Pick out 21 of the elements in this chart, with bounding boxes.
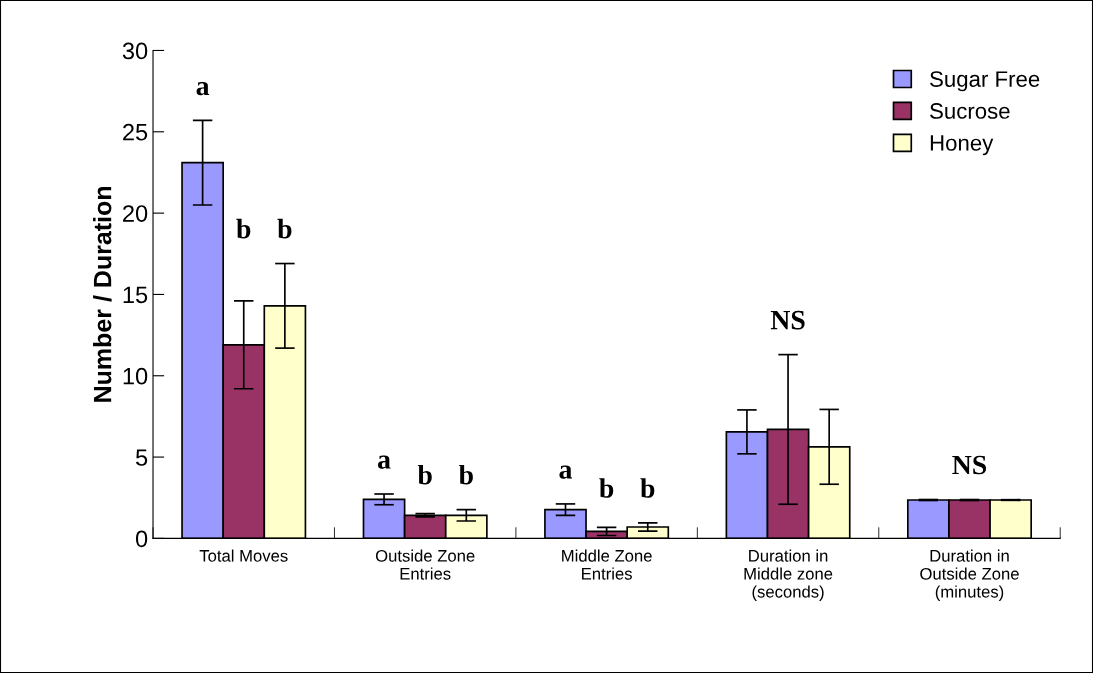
y-tick-label: 25: [123, 123, 148, 141]
text: a b b: [196, 81, 292, 239]
y-tick-label: 30: [122, 42, 148, 60]
y-axis-title: Number / Duration: [93, 186, 112, 402]
annotation: a b b: [559, 465, 655, 498]
x-tick-label: Duration in Middle zone (seconds): [744, 549, 833, 601]
annotation: NS: [770, 310, 805, 330]
y-tick-label: 10: [123, 367, 148, 385]
legend-label: Honey: [930, 135, 994, 156]
y-tick-label: 5: [135, 449, 148, 466]
x-tick-label: Middle Zone Entries: [562, 549, 652, 580]
annotation: NS: [952, 455, 987, 475]
y-tick-label: 0: [135, 530, 148, 548]
x-tick-label: Outside Zone Entries: [375, 549, 475, 580]
legend-label: Sugar Free: [930, 71, 1040, 92]
legend-label: Sucrose: [930, 103, 1010, 119]
y-tick-label: 20: [123, 205, 148, 222]
x-tick-label: Duration in Outside Zone (minutes): [920, 549, 1019, 601]
annotation: a b b: [378, 455, 473, 485]
y-tick-label: 15: [123, 286, 148, 304]
x-tick-label: Total Moves: [199, 549, 288, 562]
